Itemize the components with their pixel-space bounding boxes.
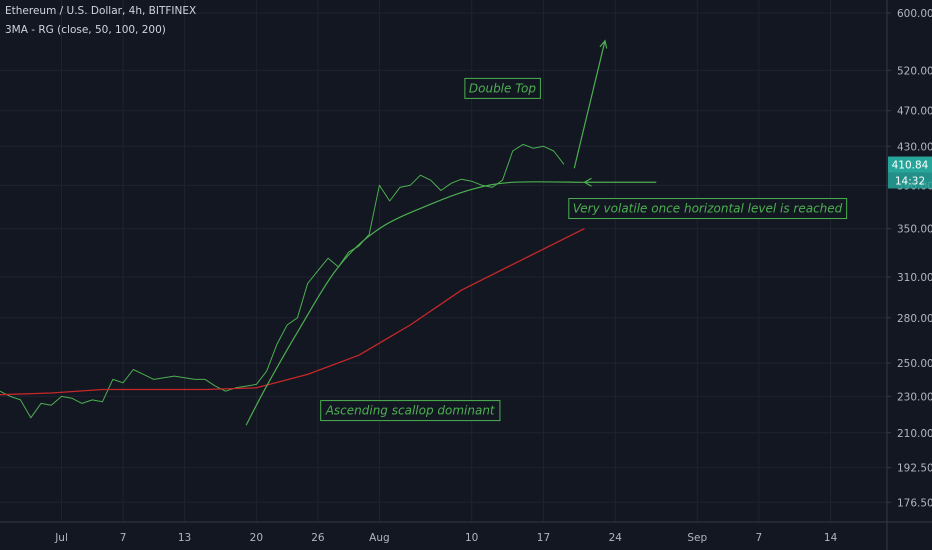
x-tick-label: 13 [178,532,191,544]
annotation-box [320,400,501,422]
annotation-label[interactable]: Double Top [464,77,541,99]
annotation-box [568,198,848,220]
y-tick-label: 192.50 [897,463,932,475]
series-layer [0,143,585,419]
annotation-label[interactable]: Ascending scallop dominant [320,400,501,422]
time-axis[interactable]: Jul 7 13 20 26 Aug 10 17 24 Sep 7 14 [54,532,837,544]
x-tick-label: 7 [755,532,762,544]
y-tick-label: 520.00 [897,65,932,77]
y-tick-label: 350.00 [897,224,932,236]
annotation-text: Very volatile once horizontal level is r… [573,202,843,216]
y-tick-label: 250.00 [897,358,932,370]
x-tick-label: 10 [465,532,478,544]
symbol-title[interactable]: Ethereum / U.S. Dollar, 4h, BITFINEX [5,5,197,17]
price-badges: 410.84 14:32 [888,156,932,189]
x-tick-label: 26 [311,532,325,544]
up-arrow-head [599,39,608,49]
y-tick-label: 430.00 [897,141,932,153]
price-axis[interactable]: 600.00520.00470.00430.00390.00350.00310.… [887,8,932,509]
price-line [0,143,565,419]
annotation-text: Ascending scallop dominant [325,404,496,418]
x-tick-label: 7 [120,532,127,544]
x-tick-label: Aug [369,532,390,544]
bar-countdown-badge [888,172,932,189]
x-tick-label: 17 [537,532,550,544]
grid-lines [0,0,887,522]
annotation-text: Double Top [469,81,537,95]
horizontal-arrow-head [583,177,592,187]
bar-countdown-value: 14:32 [895,176,925,188]
y-tick-label: 176.50 [897,497,932,509]
x-tick-label: Jul [54,532,68,544]
scallop-curve[interactable] [245,181,585,426]
indicator-legend[interactable]: 3MA - RG (close, 50, 100, 200) [5,24,166,36]
x-tick-label: 20 [250,532,263,544]
y-tick-label: 280.00 [897,313,932,325]
annotation-label[interactable]: Very volatile once horizontal level is r… [568,198,848,220]
y-tick-label: 600.00 [897,8,932,20]
x-tick-label: 14 [824,532,838,544]
last-price-badge [888,156,932,173]
annotation-box [464,77,541,99]
y-tick-label: 210.00 [897,428,932,440]
drawing-layer[interactable]: Double Top Ascending scallop dominant Very… [245,39,848,426]
y-tick-label: 470.00 [897,106,932,118]
x-tick-label: 24 [609,532,623,544]
moving-average-line [0,228,585,396]
up-arrow-line[interactable] [573,40,606,169]
y-tick-label: 230.00 [897,391,932,403]
x-tick-label: Sep [687,532,707,544]
y-tick-label: 310.00 [897,272,932,284]
last-price-value: 410.84 [892,160,929,172]
